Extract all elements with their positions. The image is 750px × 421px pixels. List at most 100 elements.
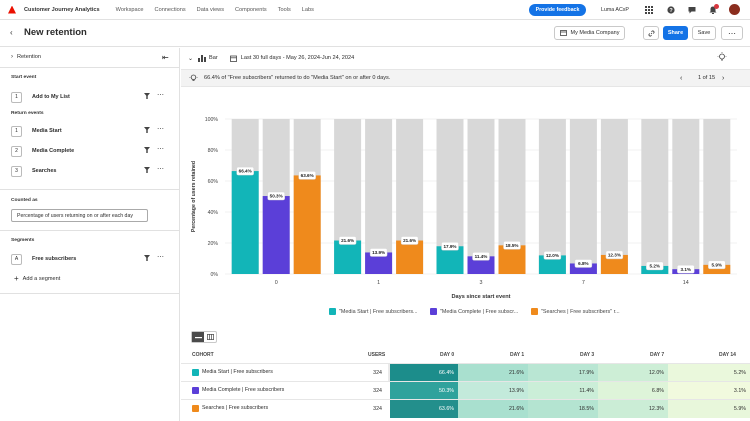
bar [703,264,731,274]
data-label: 12.0% [546,253,559,258]
collapse-chevron-icon[interactable]: › [11,54,13,60]
table-view-toggle[interactable] [204,332,216,342]
company-selector[interactable]: My Media Company [554,26,625,40]
insight-bulb-icon[interactable] [717,52,727,62]
view-toggle [191,331,217,343]
nav-components[interactable]: Components [235,6,267,13]
bar-background [467,119,495,274]
collapse-panel-icon[interactable]: ⇤ [162,53,169,62]
org-switcher[interactable]: Luma ACxP [601,7,629,13]
col-header-users[interactable]: USERS [368,352,386,358]
more-icon[interactable]: ⋯ [157,254,164,261]
apps-grid-icon[interactable] [645,6,653,14]
legend-swatch [430,308,437,315]
day-cell: 5.2% [668,364,750,382]
more-options-button[interactable]: ⋯ [721,26,743,40]
data-label: 63.6% [301,173,314,178]
segment-letter: A [11,253,22,265]
start-event-row[interactable]: 1 Add to My List ⋯ [11,90,171,104]
more-icon[interactable]: ⋯ [157,146,164,153]
counted-as-select[interactable]: Percentage of users returning on or afte… [11,209,148,222]
legend-label: "Media Complete | Free subscr... [440,308,519,315]
legend-item[interactable]: "Media Complete | Free subscr... [430,308,518,315]
table-row[interactable]: Media Start | Free subscribers 324 66.4%… [181,363,750,382]
filter-icon[interactable] [144,127,150,133]
more-icon[interactable]: ⋯ [157,166,164,173]
bar [569,263,597,274]
col-header-day14[interactable]: DAY 14 [719,352,736,358]
data-label-bg [708,260,726,270]
y-tick-label: 80% [208,148,219,154]
add-segment-button[interactable]: + Add a segment [14,274,60,283]
nav-workspace[interactable]: Workspace [115,6,144,13]
day-cell: 50.3% [390,382,458,400]
help-icon[interactable]: ? [667,6,675,14]
return-event-row[interactable]: 2 Media Complete ⋯ [11,144,171,158]
announcements-icon[interactable] [688,6,696,14]
return-event-row[interactable]: 3 Searches ⋯ [11,164,171,178]
avatar[interactable] [729,4,740,15]
start-event-heading: Start event [11,75,37,80]
data-label-bg [574,259,593,268]
return-events-heading: Return events [11,111,44,116]
col-header-cohort[interactable]: COHORT [192,352,214,358]
bar-background [365,119,393,274]
bar-view-toggle[interactable] [192,332,204,342]
table-row[interactable]: Media Complete | Free subscribers 324 50… [181,381,750,400]
data-label-bg [400,236,419,245]
return-event-row[interactable]: 1 Media Start ⋯ [11,124,171,138]
col-header-day0[interactable]: DAY 0 [440,352,455,358]
calendar-icon [229,55,237,62]
x-tick-label: 3 [480,280,483,286]
app-name[interactable]: Customer Journey Analytics [24,6,100,13]
data-label: 5.9% [712,262,722,267]
share-button[interactable]: Share [663,26,688,40]
date-range[interactable]: Last 30 full days - May 26, 2024-Jun 24,… [240,55,355,61]
divider [0,293,180,294]
bar [365,252,393,274]
nav-connections[interactable]: Connections [154,6,186,13]
legend-item[interactable]: "Media Start | Free subscribers... [329,308,418,315]
col-header-day1[interactable]: DAY 1 [510,352,525,358]
next-chevron-icon[interactable]: › [722,74,725,82]
viz-type-label[interactable]: Bar [209,55,218,61]
nav-data-views[interactable]: Data views [196,6,225,13]
adobe-logo-icon[interactable] [8,5,16,14]
y-tick-label: 0% [211,272,219,278]
legend-swatch [531,308,538,315]
provide-feedback-button[interactable]: Provide feedback [529,4,586,16]
nav-tools[interactable]: Tools [277,6,291,13]
save-button[interactable]: Save [692,26,716,40]
data-label-bg [369,248,388,257]
bar-background [569,119,597,274]
link-button[interactable] [643,26,659,40]
legend-item[interactable]: "Searches | Free subscribers" r... [531,308,620,315]
segment-row[interactable]: A Free subscribers ⋯ [11,252,171,266]
nav-labs[interactable]: Labs [301,6,314,13]
data-label-bg [267,191,285,201]
viz-toolbar: ⌄ Bar Last 30 full days - May 26, 2024-J… [181,48,750,68]
bar [231,171,259,274]
col-header-day7[interactable]: DAY 7 [650,352,665,358]
more-icon[interactable]: ⋯ [157,126,164,133]
filter-icon[interactable] [144,255,150,261]
day-cell: 63.6% [390,400,458,418]
back-chevron-icon[interactable]: ‹ [10,28,13,37]
prev-chevron-icon[interactable]: ‹ [680,74,683,82]
x-axis-label: Days since start event [451,294,510,300]
data-label: 3.1% [681,267,691,272]
data-label: 21.6% [341,238,354,243]
y-tick-label: 40% [208,210,219,216]
filter-icon[interactable] [144,147,150,153]
more-icon[interactable]: ⋯ [157,92,164,99]
cohort-swatch [192,387,199,394]
filter-icon[interactable] [144,167,150,173]
retention-bar-chart: 0% 20% 40% 60% 80% 100% Percentage of users re… [191,117,737,300]
col-header-day3[interactable]: DAY 3 [580,352,595,358]
day-cell: 12.0% [598,364,668,382]
collapse-chevron-icon[interactable]: ⌄ [188,55,194,62]
x-tick-label: 1 [377,280,380,286]
filter-icon[interactable] [144,93,150,99]
users-cell: 324 [321,382,386,400]
table-row[interactable]: Searches | Free subscribers 324 63.6% 21… [181,399,750,418]
